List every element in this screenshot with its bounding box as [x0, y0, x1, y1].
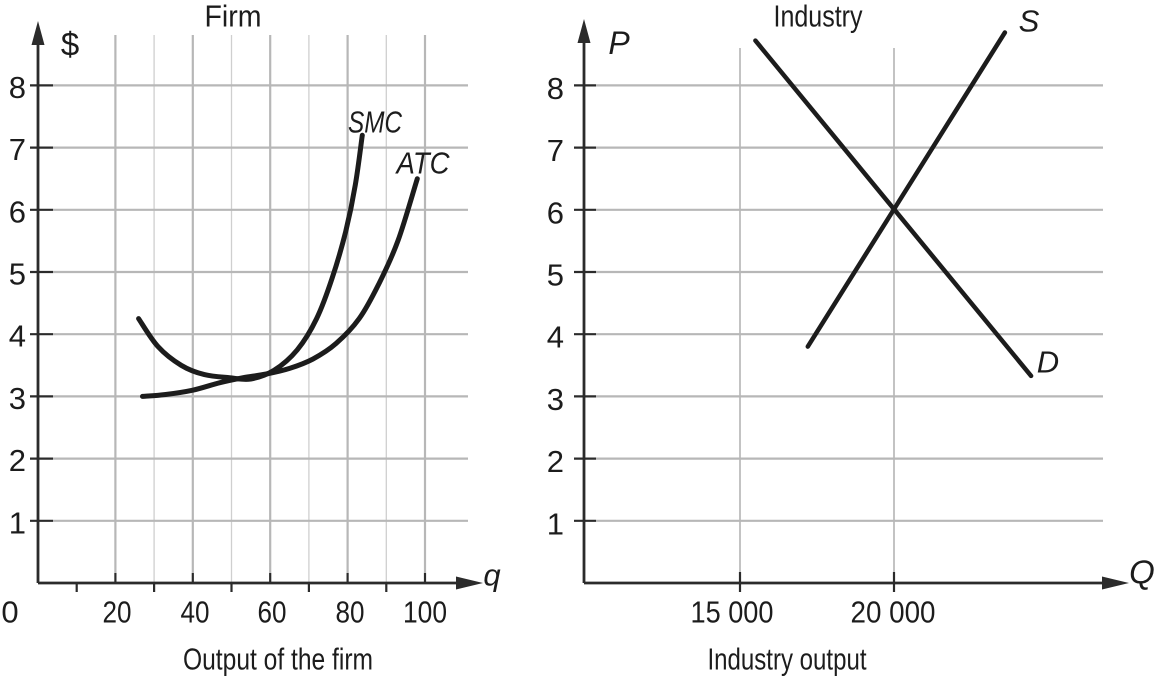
industry-panel: 1 2 3 4 5 6 7 8 15 000 20 000 S D Industry P Q Industry…	[547, 0, 1155, 677]
curve-label-smc: SMC	[348, 105, 402, 140]
x-tick-label: 20 000	[851, 595, 936, 630]
chart-title: Firm	[205, 0, 262, 34]
curve-label-d: D	[1037, 345, 1059, 380]
y-tick-label: 6	[9, 194, 26, 229]
curve-smc	[136, 132, 365, 382]
x-axis-symbol: Q	[1129, 554, 1155, 591]
y-tick-label: 3	[9, 381, 26, 416]
y-tick-label: 8	[9, 70, 26, 105]
y-tick-label: 1	[547, 506, 564, 541]
x-tick-label: 0	[1, 595, 18, 630]
x-tick-label: 20	[103, 595, 132, 630]
y-tick-label: 5	[9, 257, 26, 292]
curve-atc	[140, 176, 420, 399]
y-tick-label: 8	[547, 71, 564, 106]
y-tick-label: 7	[547, 133, 564, 168]
y-tick-label: 4	[547, 320, 564, 355]
y-tick-label: 6	[547, 195, 564, 230]
chart-title: Industry	[774, 0, 863, 34]
x-tick-label: 40	[181, 595, 210, 630]
curve-d	[753, 38, 1034, 379]
y-tick-label: 1	[9, 505, 26, 540]
y-tick-label: 2	[9, 443, 26, 478]
x-tick-label: 100	[403, 595, 447, 630]
curve-label-atc: ATC	[395, 146, 450, 181]
y-axis-arrow-icon	[577, 19, 591, 43]
x-axis-arrow-icon	[1102, 576, 1129, 590]
y-tick-label: 5	[547, 258, 564, 293]
x-tick-label: 15 000	[691, 595, 774, 630]
curve-s	[805, 30, 1008, 349]
x-tick-label: 60	[258, 595, 287, 630]
x-axis-arrow-icon	[456, 576, 483, 590]
x-axis-caption: Industry output	[708, 642, 867, 677]
y-tick-label: 7	[9, 132, 26, 167]
curve-label-s: S	[1019, 4, 1040, 39]
y-axis-symbol: $	[61, 26, 79, 63]
y-tick-label: 4	[9, 319, 26, 354]
x-axis-symbol: q	[483, 558, 501, 593]
y-tick-label: 2	[547, 444, 564, 479]
y-tick-label: 3	[547, 382, 564, 417]
y-axis-symbol: P	[608, 25, 630, 61]
x-axis-caption: Output of the firm	[183, 642, 373, 677]
y-axis-arrow-icon	[31, 21, 45, 45]
x-tick-label: 80	[336, 595, 365, 630]
